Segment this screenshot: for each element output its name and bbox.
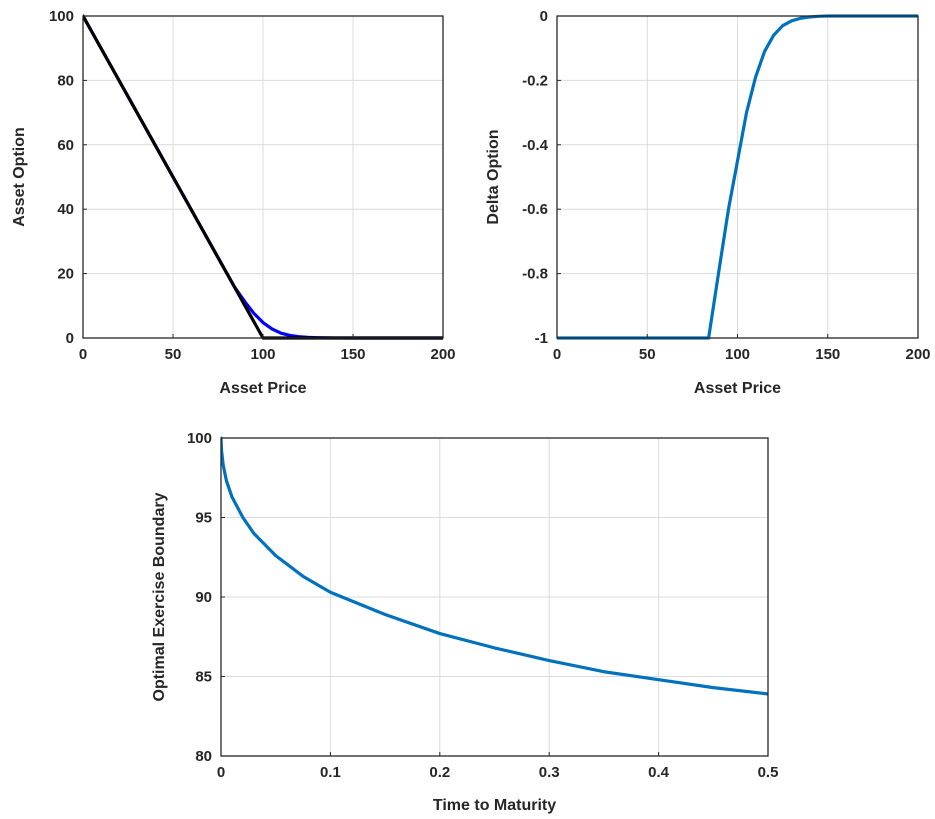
asset-option-xtick-label: 200 — [430, 346, 455, 363]
exercise-boundary-ytick-label: 85 — [195, 669, 212, 686]
exercise-boundary-y-axis-label: Optimal Exercise Boundary — [151, 492, 168, 701]
delta-option-xtick-label: 150 — [815, 346, 840, 363]
asset-option-ytick-label: 0 — [66, 330, 74, 347]
asset-option-ytick-label: 20 — [57, 266, 74, 283]
delta-option-ytick-label: 0 — [540, 8, 548, 25]
exercise-boundary-ytick-label: 90 — [195, 589, 212, 606]
exercise-boundary-xtick-label: 0.1 — [320, 764, 341, 781]
asset-option-x-axis-label: Asset Price — [219, 380, 306, 397]
exercise-boundary-xtick-label: 0.5 — [758, 764, 779, 781]
asset-option-chart: 0 50 100 150 200 0 20 40 60 80 100 Asset Price Asset… — [11, 8, 456, 397]
asset-option-ytick-label: 80 — [57, 72, 74, 89]
delta-option-ytick-label: -1 — [535, 330, 548, 347]
exercise-boundary-ytick-label: 100 — [187, 430, 212, 447]
exercise-boundary-x-axis-label: Time to Maturity — [433, 797, 556, 814]
delta-option-y-axis-label: Delta Option — [485, 129, 502, 224]
delta-option-xtick-label: 0 — [553, 346, 561, 363]
exercise-boundary-chart: 0 0.1 0.2 0.3 0.4 0.5 80 85 90 95 100 Time to Matur… — [151, 430, 778, 814]
delta-option-chart: 0 50 100 150 200 -1 -0.8 -0.6 -0.4 -0.2 0 Asset Pri… — [485, 8, 931, 397]
asset-option-ytick-label: 40 — [57, 201, 74, 218]
asset-option-xtick-label: 50 — [165, 346, 182, 363]
delta-option-ytick-label: -0.2 — [522, 72, 548, 89]
asset-option-ytick-label: 60 — [57, 137, 74, 154]
exercise-boundary-series-line-1 — [221, 436, 768, 696]
delta-option-ytick-label: -0.4 — [522, 137, 549, 154]
exercise-boundary-xtick-label: 0 — [217, 764, 225, 781]
exercise-boundary-xtick-label: 0.3 — [539, 764, 560, 781]
exercise-boundary-xtick-label: 0.4 — [648, 764, 670, 781]
exercise-boundary-ytick-label: 95 — [195, 510, 212, 527]
asset-option-ytick-label: 100 — [49, 8, 74, 25]
exercise-boundary-xtick-label: 0.2 — [429, 764, 450, 781]
asset-option-y-axis-label: Asset Option — [11, 127, 28, 227]
delta-option-ytick-label: -0.8 — [522, 266, 548, 283]
delta-option-ytick-label: -0.6 — [522, 201, 548, 218]
delta-option-xtick-label: 200 — [905, 346, 930, 363]
asset-option-xtick-label: 0 — [79, 346, 87, 363]
delta-option-xtick-label: 50 — [639, 346, 656, 363]
delta-option-xtick-label: 100 — [725, 346, 750, 363]
asset-option-xtick-label: 150 — [340, 346, 365, 363]
asset-option-xtick-label: 100 — [250, 346, 275, 363]
exercise-boundary-ytick-label: 80 — [195, 748, 212, 765]
delta-option-x-axis-label: Asset Price — [694, 380, 781, 397]
